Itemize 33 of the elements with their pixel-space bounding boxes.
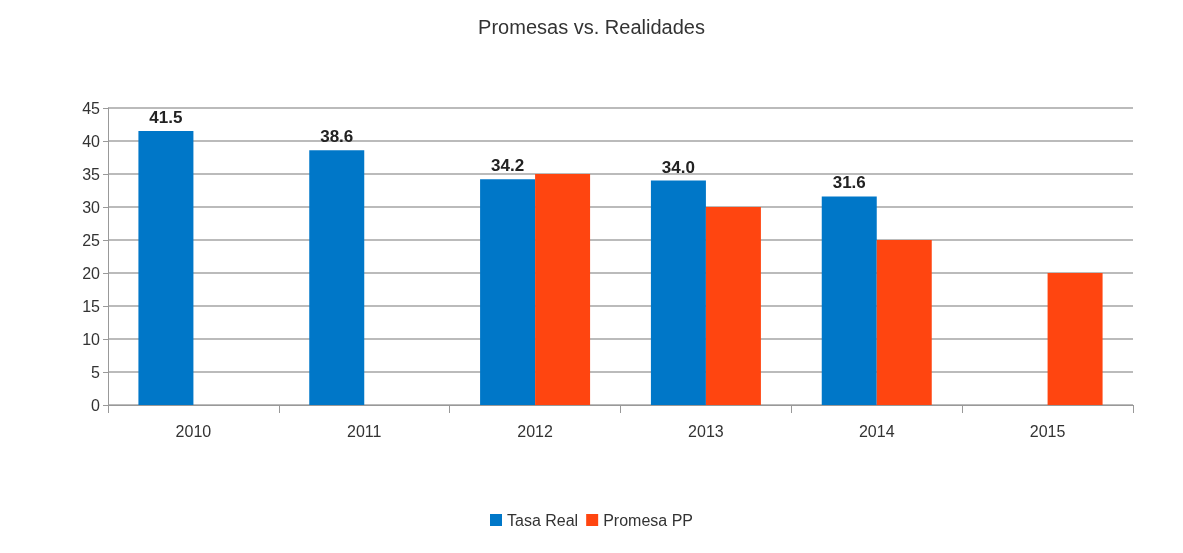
- x-tick-label: 2011: [347, 422, 382, 440]
- y-tick-label: 35: [82, 165, 101, 183]
- y-tick-label: 10: [82, 330, 101, 348]
- x-tick-label: 2014: [858, 422, 895, 440]
- bar: [309, 150, 365, 405]
- legend-label: Tasa Real: [507, 511, 579, 529]
- bar: [876, 240, 932, 405]
- y-tick-label: 0: [91, 396, 101, 414]
- x-tick-label: 2013: [688, 422, 724, 440]
- bar: [705, 207, 761, 405]
- bar: [821, 196, 877, 405]
- data-label: 34.0: [661, 157, 695, 177]
- y-tick-label: 5: [91, 363, 101, 381]
- legend-label: Promesa PP: [603, 511, 693, 529]
- bar: [138, 131, 194, 405]
- bar: [535, 174, 591, 405]
- y-tick-label: 30: [82, 198, 101, 216]
- bar: [480, 179, 536, 405]
- bar: [650, 180, 706, 405]
- data-label: 34.2: [491, 156, 525, 176]
- data-label: 31.6: [832, 173, 866, 193]
- y-tick-label: 25: [82, 231, 101, 249]
- bar: [1047, 273, 1103, 405]
- chart-title: Promesas vs. Realidades: [478, 16, 705, 38]
- data-label: 38.6: [320, 127, 354, 147]
- x-tick-label: 2010: [175, 422, 212, 440]
- data-label: 41.5: [149, 108, 183, 128]
- y-tick-label: 20: [82, 264, 101, 282]
- x-tick-label: 2012: [517, 422, 553, 440]
- x-tick-label: 2015: [1029, 422, 1066, 440]
- y-tick-label: 15: [82, 297, 101, 315]
- y-tick-label: 40: [82, 132, 101, 150]
- y-tick-label: 45: [82, 99, 101, 117]
